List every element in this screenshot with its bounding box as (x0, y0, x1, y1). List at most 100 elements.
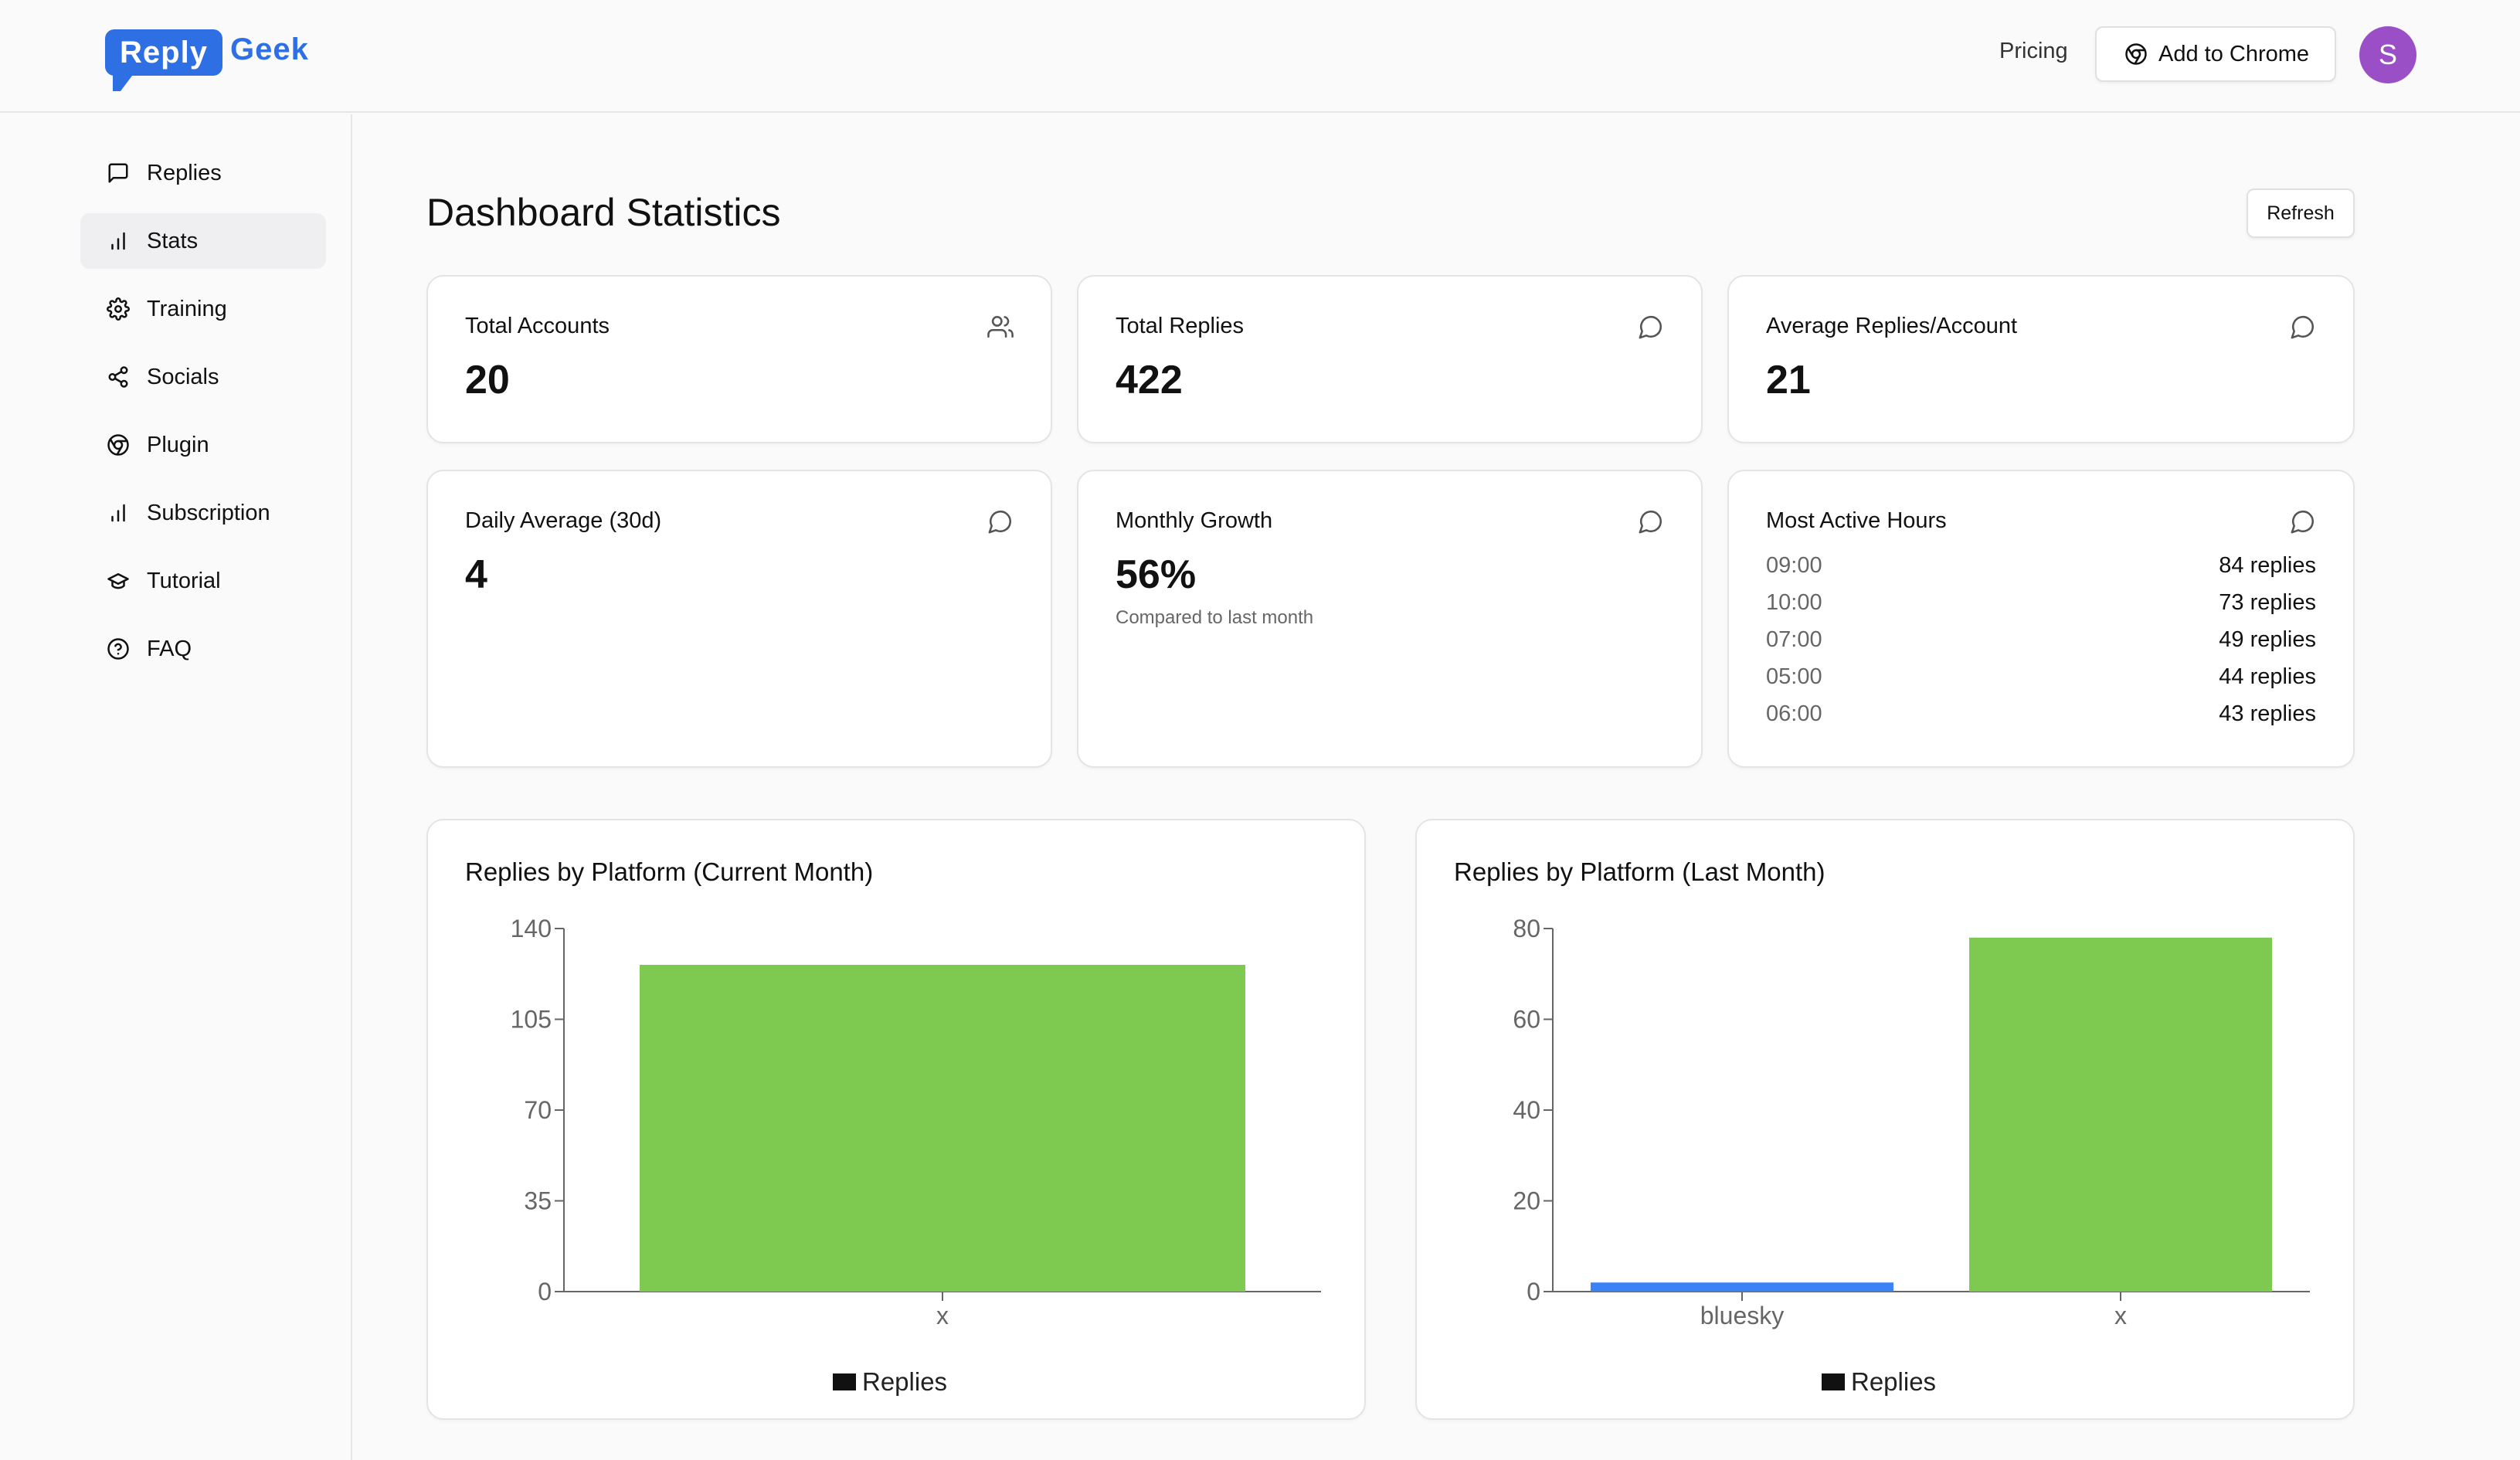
logo-text: Geek (230, 32, 309, 66)
y-tick-label: 35 (524, 1187, 552, 1215)
user-avatar[interactable]: S (2359, 26, 2416, 83)
legend-swatch (1822, 1373, 1845, 1390)
y-tick-label: 80 (1513, 915, 1540, 942)
card-value: 20 (465, 358, 510, 402)
top-header: Reply Geek Pricing Add to Chrome S (0, 0, 2520, 113)
add-to-chrome-label: Add to Chrome (2158, 41, 2310, 66)
message-circle-icon (1639, 315, 1662, 339)
sidebar-item-replies[interactable]: Replies (80, 145, 326, 201)
current-month-chart-card: Replies by Platform (Current Month) 0 35 7… (426, 819, 1366, 1420)
sidebar-item-stats[interactable]: Stats (80, 213, 326, 269)
legend-swatch (833, 1373, 856, 1390)
add-to-chrome-button[interactable]: Add to Chrome (2095, 26, 2336, 82)
card-value: 4 (465, 552, 487, 597)
daily-average-card: Daily Average (30d) 4 (426, 470, 1052, 768)
settings-icon (107, 297, 130, 321)
active-hour-row: 10:00 73 replies (1766, 590, 2316, 621)
legend-label: Replies (862, 1367, 948, 1396)
active-hour-row: 07:00 49 replies (1766, 627, 2316, 658)
y-tick-label: 0 (1527, 1278, 1540, 1306)
last-month-bar-chart: 0 20 40 60 80 bluesky x (1513, 915, 2310, 1329)
help-circle-icon (107, 637, 130, 660)
x-tick-label: x (936, 1302, 949, 1329)
reply-count: 43 replies (2219, 701, 2316, 726)
sidebar-item-subscription[interactable]: Subscription (80, 485, 326, 541)
card-subtitle: Compared to last month (1116, 607, 1314, 628)
active-hour-row: 06:00 43 replies (1766, 701, 2316, 732)
reply-count: 73 replies (2219, 590, 2316, 615)
graduation-cap-icon (107, 569, 130, 592)
sidebar-item-label: Tutorial (147, 568, 221, 593)
card-value: 21 (1766, 358, 1811, 402)
card-title: Average Replies/Account (1766, 314, 2018, 338)
reply-count: 49 replies (2219, 627, 2316, 652)
most-active-hours-card: Most Active Hours 09:00 84 replies 10:00… (1727, 470, 2355, 768)
chart-legend: Replies (833, 1367, 947, 1397)
bar-chart-icon (107, 501, 130, 525)
bar-x (1969, 937, 2272, 1292)
sidebar-item-label: Subscription (147, 500, 270, 525)
total-accounts-card: Total Accounts 20 (426, 275, 1052, 443)
current-month-bar-chart: 0 35 70 105 140 x (511, 915, 1321, 1329)
card-title: Most Active Hours (1766, 508, 1947, 533)
refresh-button[interactable]: Refresh (2247, 188, 2355, 238)
hour-label: 06:00 (1766, 701, 1822, 726)
chrome-icon (107, 433, 130, 457)
sidebar-item-label: Stats (147, 228, 199, 253)
sidebar (0, 114, 352, 1460)
average-replies-card: Average Replies/Account 21 (1727, 275, 2355, 443)
card-value: 56% (1116, 552, 1197, 597)
message-circle-icon (1639, 510, 1662, 534)
reply-count: 44 replies (2219, 664, 2316, 689)
x-tick-label: x (2114, 1302, 2127, 1329)
y-tick-label: 40 (1513, 1096, 1540, 1124)
y-tick-label: 70 (524, 1096, 552, 1124)
share-icon (107, 365, 130, 389)
total-replies-card: Total Replies 422 (1077, 275, 1703, 443)
bar-x (640, 965, 1245, 1292)
active-hour-row: 09:00 84 replies (1766, 553, 2316, 584)
message-square-icon (107, 161, 130, 185)
logo-bubble-tail (113, 73, 134, 91)
y-tick-label: 60 (1513, 1006, 1540, 1034)
legend-label: Replies (1851, 1367, 1937, 1396)
y-tick-label: 105 (511, 1006, 552, 1034)
chart-title: Replies by Platform (Last Month) (1454, 857, 1825, 886)
sidebar-item-label: FAQ (147, 636, 192, 661)
last-month-chart-card: Replies by Platform (Last Month) 0 20 40 60… (1415, 819, 2355, 1420)
sidebar-item-socials[interactable]: Socials (80, 349, 326, 405)
hour-label: 05:00 (1766, 664, 1822, 689)
chart-legend: Replies (1822, 1367, 1936, 1397)
card-title: Total Replies (1116, 314, 1245, 338)
sidebar-item-label: Replies (147, 160, 222, 185)
hour-label: 07:00 (1766, 627, 1822, 652)
sidebar-item-training[interactable]: Training (80, 281, 326, 337)
sidebar-item-label: Plugin (147, 432, 209, 457)
pricing-link[interactable]: Pricing (1999, 39, 2068, 63)
sidebar-item-label: Socials (147, 364, 219, 389)
chart-title: Replies by Platform (Current Month) (465, 857, 874, 886)
sidebar-item-tutorial[interactable]: Tutorial (80, 553, 326, 609)
y-tick-label: 140 (511, 915, 552, 942)
card-title: Daily Average (30d) (465, 508, 662, 533)
bar-chart-icon (107, 229, 130, 253)
reply-count: 84 replies (2219, 553, 2316, 578)
sidebar-item-label: Training (147, 296, 227, 321)
message-circle-icon (988, 510, 1012, 534)
active-hour-row: 05:00 44 replies (1766, 664, 2316, 695)
message-circle-icon (2291, 315, 2315, 339)
card-title: Monthly Growth (1116, 508, 1273, 533)
card-title: Total Accounts (465, 314, 610, 338)
app-logo[interactable]: Reply Geek (105, 29, 314, 94)
chrome-icon (2124, 42, 2148, 66)
page-title: Dashboard Statistics (426, 191, 781, 234)
users-icon (987, 315, 1014, 338)
logo-bubble: Reply (105, 29, 222, 76)
y-tick-label: 0 (538, 1278, 552, 1306)
sidebar-item-plugin[interactable]: Plugin (80, 417, 326, 473)
hour-label: 09:00 (1766, 553, 1822, 578)
message-circle-icon (2291, 510, 2315, 534)
y-tick-label: 20 (1513, 1187, 1540, 1215)
x-tick-label: bluesky (1700, 1302, 1785, 1329)
sidebar-item-faq[interactable]: FAQ (80, 621, 326, 677)
